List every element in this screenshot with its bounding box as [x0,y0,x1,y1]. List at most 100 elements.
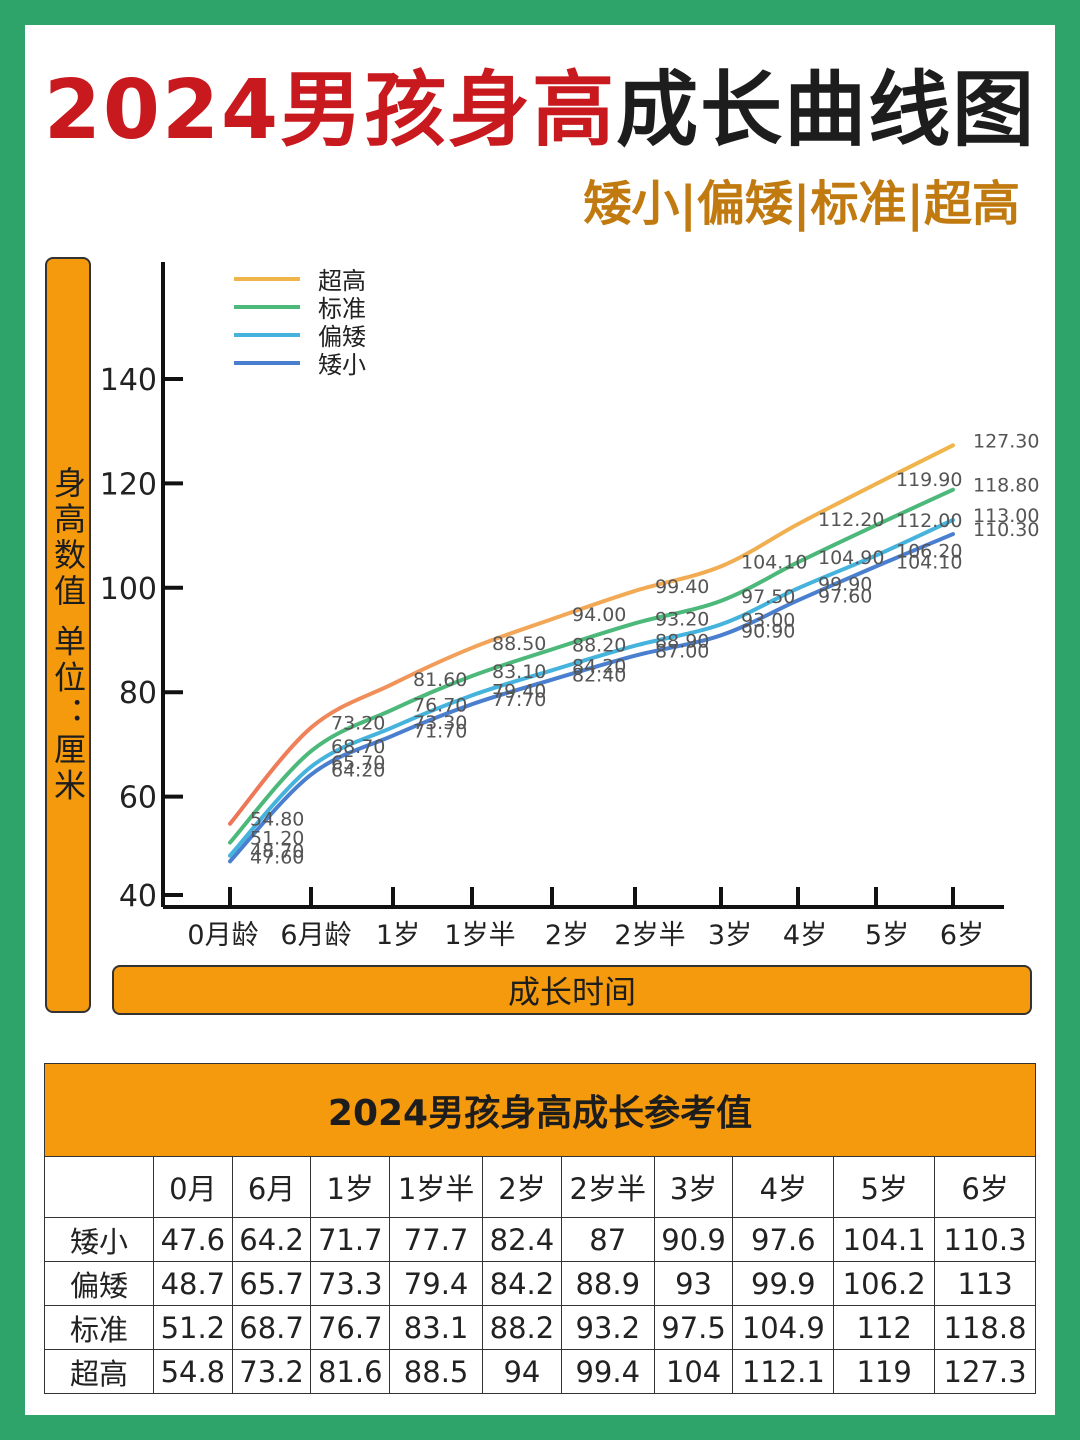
table-cell: 68.7 [231,1305,312,1350]
table-cell: 84.2 [482,1261,562,1306]
series-line-1 [228,517,955,858]
data-label: 79.40 [492,680,546,702]
x-tick-label: 5岁 [865,920,909,951]
table-cell: 87 [560,1217,655,1262]
data-label: 112.20 [818,509,884,531]
data-label: 77.70 [492,689,546,711]
data-label: 119.90 [896,469,962,491]
table-cell: 64.2 [231,1217,312,1262]
x-tick-label: 4岁 [783,920,827,951]
data-label: 94.00 [572,604,626,626]
legend-label: 矮小 [318,351,366,379]
data-label: 68.70 [331,736,385,758]
table-cell: 110.3 [934,1217,1036,1262]
table-row: 矮小 47.6 64.2 71.7 77.7 82.4 87 90.9 97.6 104.1 110… [44,1217,1036,1262]
table-header-row: 0月 6月 1岁 1岁半 2岁 2岁半 3岁 4岁 5岁 6岁 [44,1156,1036,1218]
data-label: 48.70 [250,841,304,863]
table-cell: 119 [833,1349,936,1394]
data-label: 64.20 [331,760,385,782]
table-cell: 88.9 [560,1261,655,1306]
data-label: 93.00 [741,609,795,631]
data-label: 71.70 [413,721,467,743]
data-label: 88.50 [492,633,546,655]
data-label: 106.20 [896,540,962,562]
legend-label: 超高 [318,267,366,295]
x-tick-label: 6月龄 [280,920,351,951]
table-header-cell: 5岁 [833,1156,936,1218]
y-tick-label: 60 [119,781,157,816]
data-label: 54.80 [250,809,304,831]
table-cell: 104.9 [732,1305,835,1350]
table-row: 超高 54.8 73.2 81.6 88.5 94 99.4 104 112.1 119 127.3 [44,1349,1036,1394]
reference-table: 2024男孩身高成长参考值 0月 6月 1岁 1岁半 2岁 2岁半 3岁 4岁 5岁 6岁 矮小 47.… [44,1063,1036,1394]
series-line-2 [228,487,955,845]
table-row: 偏矮 48.7 65.7 73.3 79.4 84.2 88.9 93 99.9 106.2 113 [44,1261,1036,1306]
table-cell: 94 [482,1349,562,1394]
table-cell: 90.9 [653,1217,734,1262]
table-title: 2024男孩身高成长参考值 [44,1063,1036,1157]
table-header-cell: 6岁 [934,1156,1036,1218]
table-cell: 88.5 [389,1349,484,1394]
x-tick-label: 3岁 [708,920,752,951]
y-tick-label: 80 [119,676,157,711]
title-part-red: 2024男孩身高 [43,63,617,158]
table-cell: 81.6 [310,1349,391,1394]
data-label: 82.40 [572,665,626,687]
data-label: 93.20 [655,608,709,630]
x-tick-label: 1岁半 [444,920,515,951]
table-cell: 99.4 [560,1349,655,1394]
data-label: 104.90 [818,547,884,569]
table-row-name: 矮小 [44,1217,154,1262]
data-label: 76.70 [413,694,467,716]
table-header-cell: 0月 [153,1156,233,1218]
table-cell: 104.1 [833,1217,936,1262]
legend-label: 标准 [318,295,366,323]
table-cell: 118.8 [934,1305,1036,1350]
table-header-cell: 6月 [231,1156,312,1218]
data-label: 97.60 [818,585,872,607]
data-label: 110.30 [973,519,1039,541]
table-cell: 76.7 [310,1305,391,1350]
data-label: 47.60 [250,846,304,868]
data-label: 97.50 [741,586,795,608]
x-tick-label: 6岁 [940,920,984,951]
table-row-name: 标准 [44,1305,154,1350]
table-cell: 127.3 [934,1349,1036,1394]
table-cell: 73.2 [231,1349,312,1394]
data-label: 99.40 [655,576,709,598]
page-title: 2024男孩身高成长曲线图 [0,70,1080,152]
table-cell: 51.2 [153,1305,233,1350]
y-tick-label: 140 [100,363,157,398]
table-cell: 93.2 [560,1305,655,1350]
data-label: 65.70 [331,752,385,774]
title-part-dark: 成长曲线图 [616,63,1037,158]
data-label: 118.80 [973,475,1039,497]
data-label: 90.90 [741,620,795,642]
y-tick-label: 100 [100,572,157,607]
series-line-0 [228,532,955,864]
data-label: 113.00 [973,505,1039,527]
data-label: 51.20 [250,828,304,850]
table-header-cell: 3岁 [653,1156,734,1218]
table-cell: 79.4 [389,1261,484,1306]
data-label: 73.20 [331,713,385,735]
table-row-name: 偏矮 [44,1261,154,1306]
y-axis-label: 身高数值 单位：厘米 [49,465,87,805]
data-label: 73.30 [413,712,467,734]
data-label: 104.10 [741,551,807,573]
table-cell: 97.5 [653,1305,734,1350]
table-cell: 73.3 [310,1261,391,1306]
data-label: 112.00 [896,510,962,532]
x-tick-label: 2岁半 [614,920,685,951]
data-label: 83.10 [492,661,546,683]
table-header-cell: 1岁 [310,1156,391,1218]
data-label: 88.90 [655,631,709,653]
table-cell: 82.4 [482,1217,562,1262]
table-cell: 54.8 [153,1349,233,1394]
table-cell: 106.2 [833,1261,936,1306]
data-label: 81.60 [413,669,467,691]
data-label: 88.20 [572,634,626,656]
table-cell: 112 [833,1305,936,1350]
table-cell: 65.7 [231,1261,312,1306]
series-line-3 [228,443,955,826]
